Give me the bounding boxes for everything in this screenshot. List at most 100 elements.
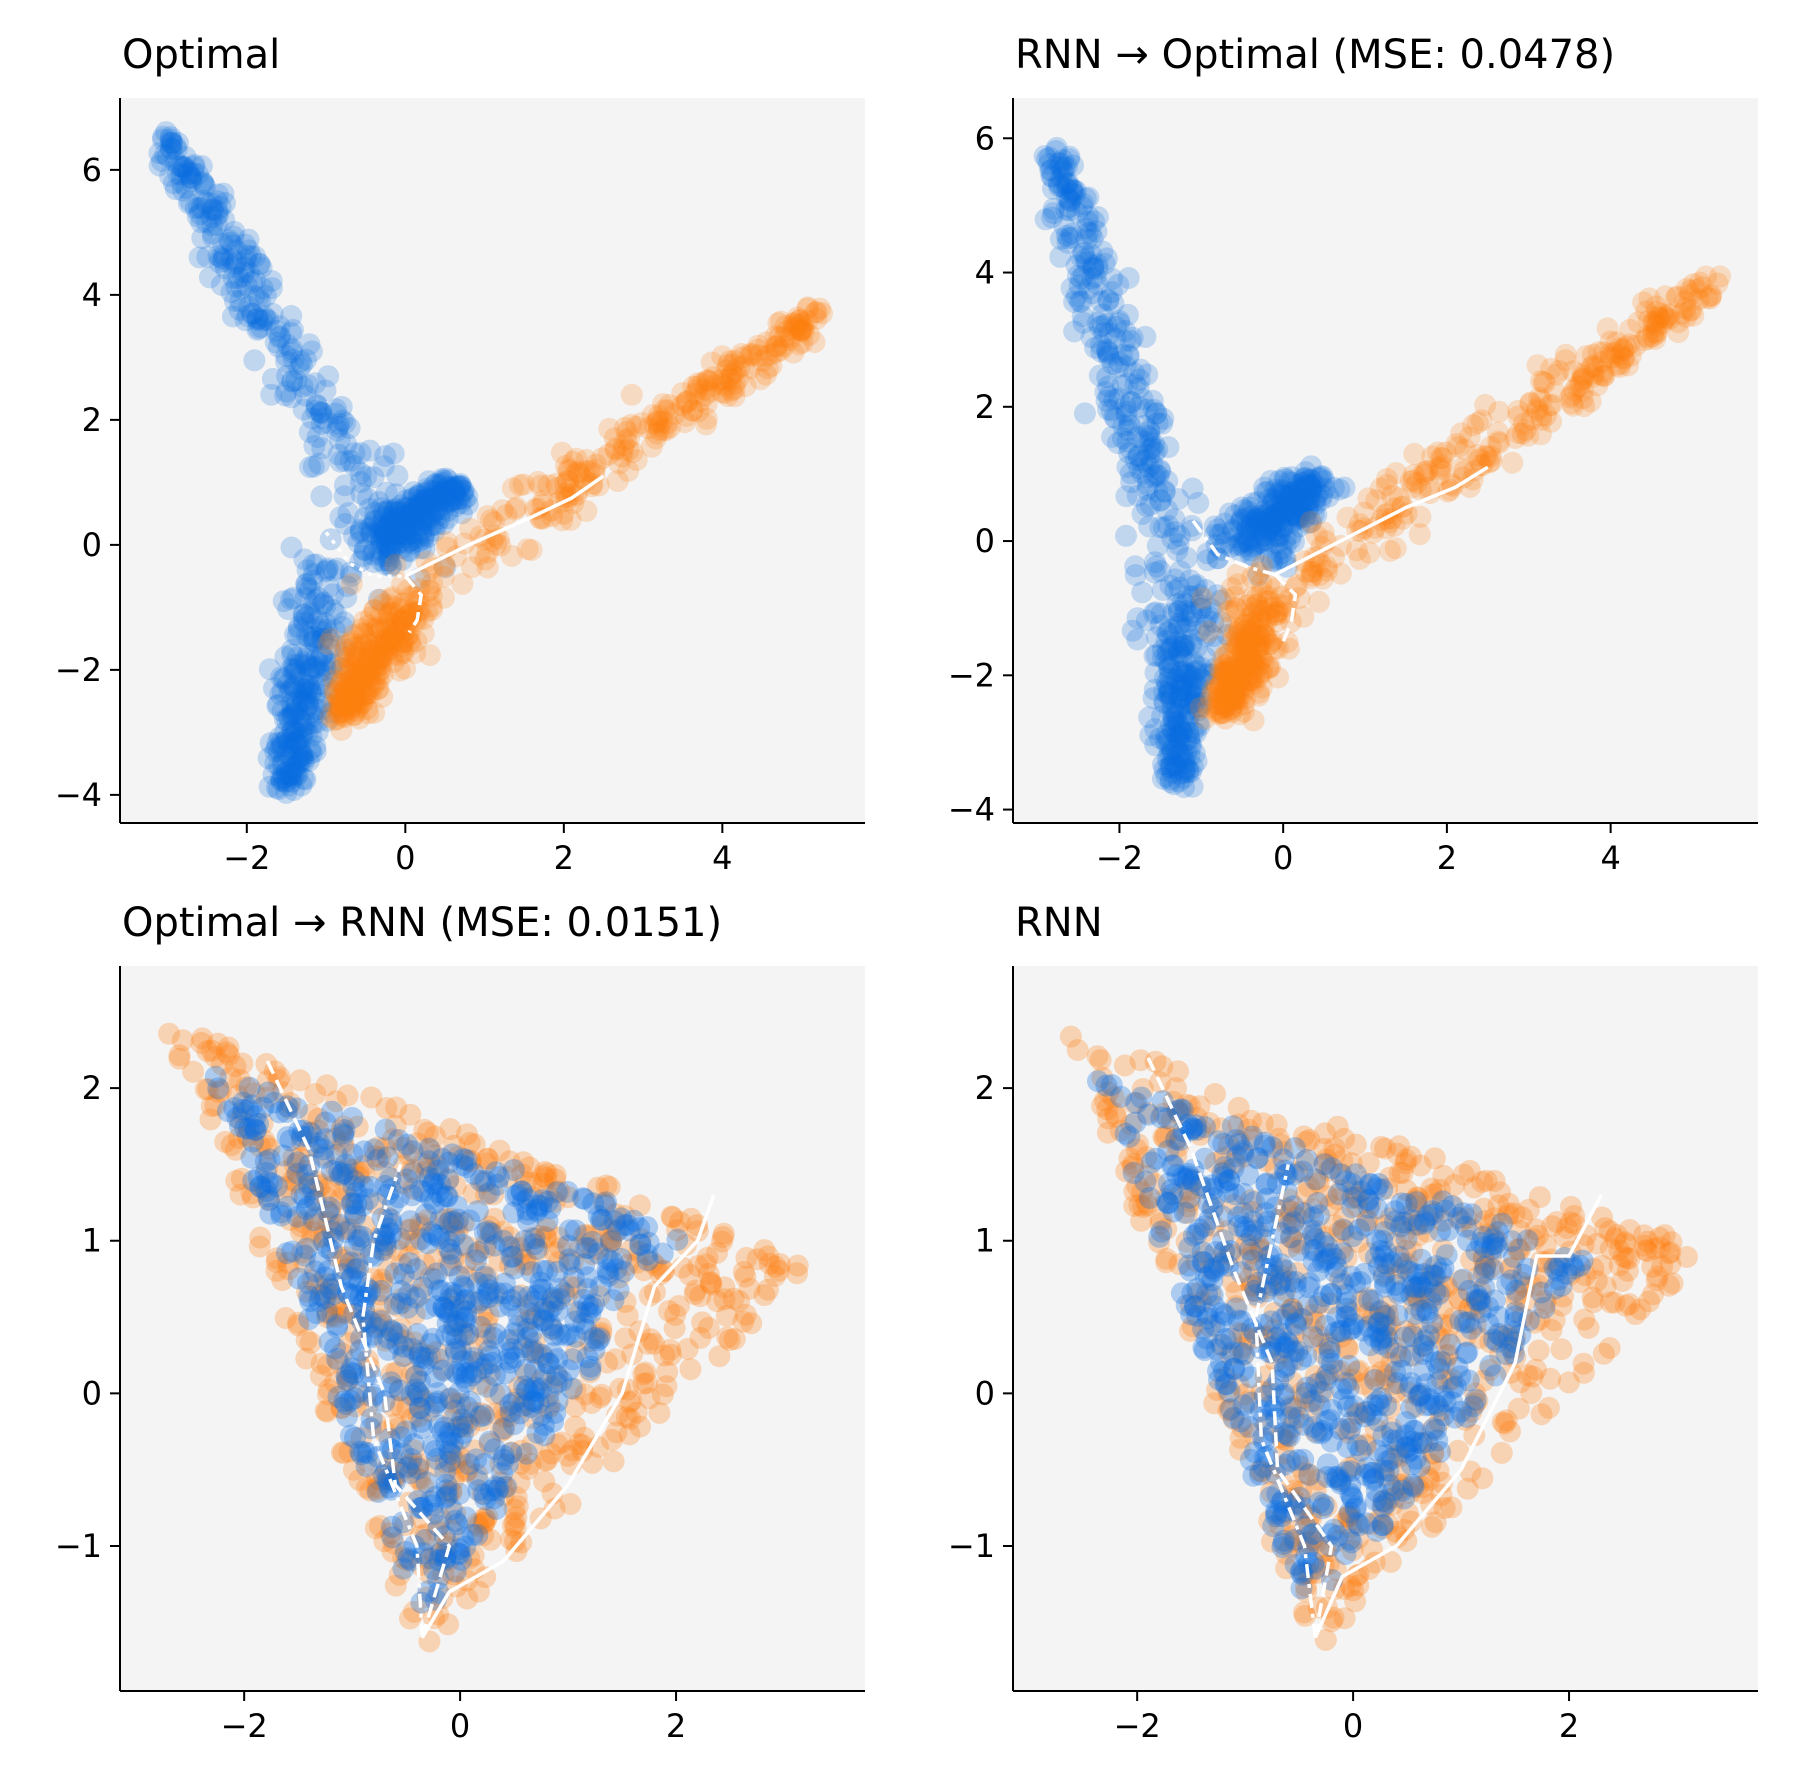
scatter-point (277, 673, 299, 696)
scatter-point (291, 726, 313, 749)
scatter-point (1141, 389, 1164, 412)
scatter-point (283, 675, 306, 697)
scatter-point (379, 537, 402, 559)
scatter-point (298, 333, 321, 356)
scatter-point (291, 375, 314, 398)
scatter-point (381, 511, 404, 534)
scatter-point (415, 504, 438, 527)
scatter-point (210, 274, 233, 296)
scatter-point (399, 529, 422, 552)
scatter-point (277, 774, 300, 797)
scatter-point (275, 770, 298, 793)
scatter-point (1527, 1339, 1550, 1362)
series-blue (148, 121, 479, 804)
scatter-point (272, 590, 295, 613)
scatter-point (235, 244, 258, 267)
scatter-point (1171, 672, 1194, 695)
scatter-point (432, 469, 455, 492)
scatter-point (317, 412, 339, 434)
scatter-point (233, 256, 256, 279)
scatter-point (358, 517, 381, 540)
scatter-point (1699, 287, 1722, 310)
scatter-point (453, 487, 476, 510)
scatter-point (383, 639, 405, 662)
scatter-point (190, 211, 213, 234)
scatter-point (310, 615, 333, 638)
scatter-point (315, 618, 338, 641)
scatter-point (283, 718, 306, 741)
scatter-point (260, 277, 283, 300)
scatter-point (225, 239, 248, 262)
scatter-point (525, 1305, 548, 1328)
scatter-point (458, 1209, 481, 1232)
scatter-point (241, 302, 264, 325)
scatter-point (188, 202, 211, 225)
scatter-point (375, 481, 398, 504)
scatter-point (294, 384, 317, 407)
scatter-point (392, 508, 415, 531)
scatter-point (485, 1161, 507, 1184)
scatter-point (331, 657, 354, 680)
scatter-point (265, 319, 288, 342)
scatter-point (448, 1543, 471, 1566)
scatter-point (164, 178, 187, 201)
scatter-point (405, 503, 427, 526)
scatter-point (295, 654, 318, 677)
scatter-point (444, 484, 467, 507)
scatter-point (426, 498, 449, 521)
scatter-point (349, 462, 372, 485)
scatter-point (290, 688, 313, 711)
scatter-point (1521, 1365, 1544, 1388)
scatter-point (285, 660, 307, 683)
scatter-point (356, 487, 379, 510)
scatter-point (270, 769, 293, 792)
scatter-point (349, 521, 372, 544)
scatter-point (284, 755, 306, 778)
y-tick-label: 2 (975, 388, 995, 426)
scatter-point (1581, 1286, 1604, 1309)
scatter-point (363, 539, 385, 562)
scatter-point (304, 682, 327, 705)
scatter-point (451, 1408, 474, 1431)
scatter-point (369, 531, 392, 554)
scatter-point (310, 412, 333, 435)
scatter-point (417, 509, 440, 532)
scatter-point (1097, 288, 1120, 311)
scatter-point (281, 369, 304, 392)
scatter-point (281, 698, 304, 721)
scatter-point (413, 522, 436, 545)
scatter-point (616, 420, 639, 443)
scatter-point (718, 1328, 741, 1351)
scatter-point (285, 690, 308, 713)
scatter-point (297, 374, 320, 397)
scatter-point (164, 150, 187, 173)
scatter-point (298, 601, 321, 624)
scatter-point (431, 473, 454, 496)
scatter-point (274, 770, 297, 793)
scatter-point (290, 1183, 313, 1206)
scatter-point (380, 522, 403, 545)
scatter-point (479, 1344, 502, 1367)
scatter-point (437, 490, 460, 513)
scatter-point (431, 482, 454, 505)
scatter-point (359, 666, 382, 689)
scatter-point (387, 500, 410, 523)
scatter-point (1598, 1337, 1621, 1359)
scatter-point (369, 522, 392, 545)
scatter-point (310, 620, 333, 643)
scatter-point (260, 383, 283, 406)
scatter-point (177, 192, 200, 215)
scatter-point (303, 435, 326, 457)
scatter-point (326, 677, 349, 700)
scatter-point (296, 625, 319, 648)
scatter-point (1573, 1308, 1596, 1331)
scatter-point (503, 1511, 526, 1534)
scatter-point (1115, 524, 1137, 547)
scatter-point (289, 350, 312, 373)
scatter-point (438, 480, 461, 503)
scatter-point (292, 603, 315, 626)
scatter-point (358, 497, 381, 520)
scatter-point (333, 1390, 356, 1413)
y-tick-label: −1 (55, 1527, 102, 1565)
scatter-point (397, 497, 420, 520)
